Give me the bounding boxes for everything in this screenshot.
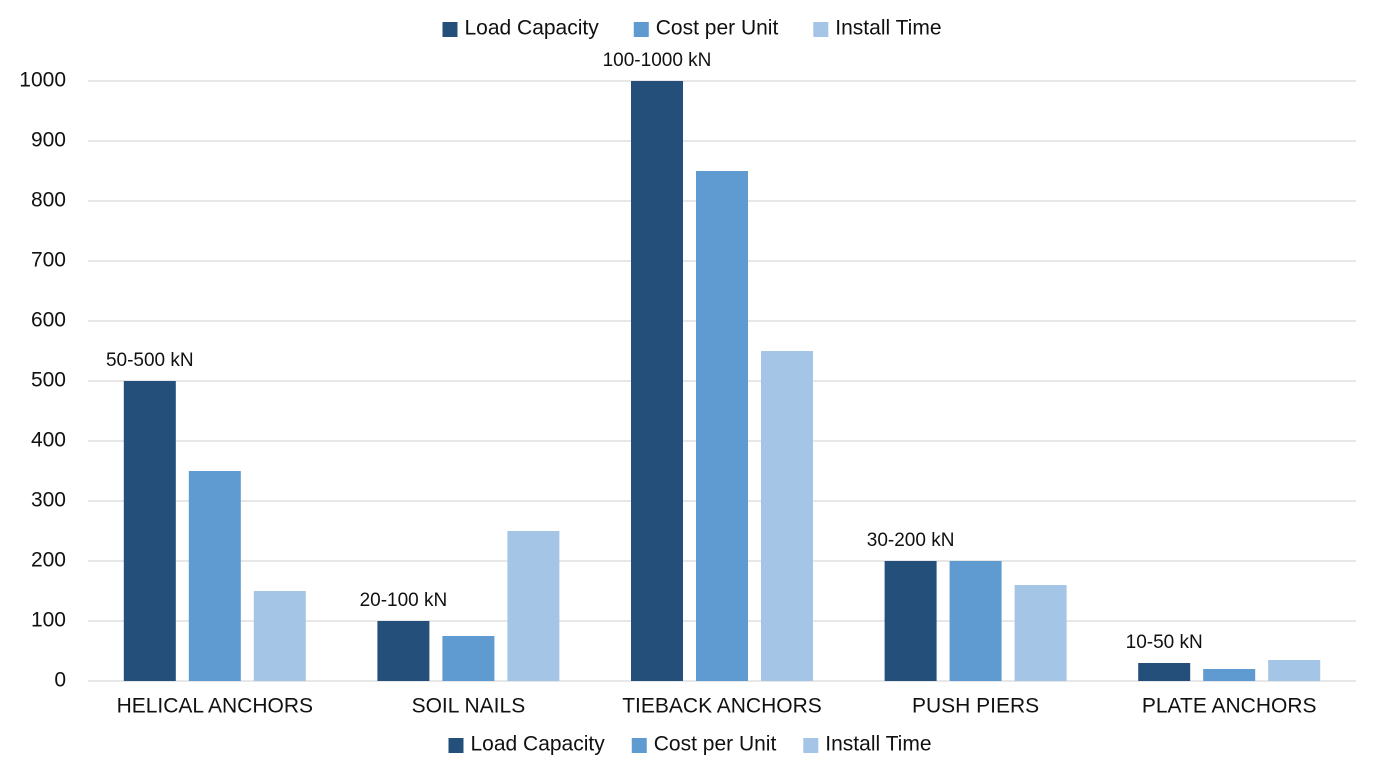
bar <box>884 561 937 681</box>
bar <box>442 636 495 681</box>
bar <box>696 171 748 681</box>
legend-label: Cost per Unit <box>656 17 779 40</box>
legend-swatch <box>633 22 649 37</box>
y-tick-label: 300 <box>31 489 66 512</box>
legend-item: Load Capacity <box>442 17 599 40</box>
bar <box>1138 663 1191 681</box>
legend-swatch <box>442 22 458 37</box>
legend-swatch <box>803 738 819 753</box>
bar <box>188 471 241 681</box>
data-label: 50-500 kN <box>106 350 194 371</box>
y-tick-label: 800 <box>31 189 66 212</box>
y-tick-label: 700 <box>31 249 66 272</box>
bar <box>1014 585 1067 681</box>
y-tick-label: 900 <box>31 129 66 152</box>
x-tick-label: PLATE ANCHORS <box>1142 695 1317 718</box>
x-tick-label: HELICAL ANCHORS <box>117 695 313 718</box>
y-tick-label: 0 <box>54 669 66 692</box>
bar <box>377 621 430 681</box>
y-tick-label: 500 <box>31 369 66 392</box>
legend-label: Cost per Unit <box>654 733 777 756</box>
legend-item: Load Capacity <box>448 733 605 756</box>
legend-label: Load Capacity <box>470 733 605 756</box>
legend-swatch <box>448 738 464 753</box>
legend-item: Install Time <box>813 17 942 40</box>
legend-label: Install Time <box>825 733 931 756</box>
y-tick-label: 100 <box>31 609 66 632</box>
legend-swatch <box>631 738 647 753</box>
y-tick-label: 200 <box>31 549 66 572</box>
legend-item: Cost per Unit <box>631 733 777 756</box>
y-tick-label: 1000 <box>19 69 66 92</box>
bar <box>507 531 560 681</box>
data-label: 10-50 kN <box>1126 632 1203 653</box>
y-tick-label: 600 <box>31 309 66 332</box>
data-label: 100-1000 kN <box>603 50 712 71</box>
x-tick-label: PUSH PIERS <box>912 695 1039 718</box>
legend-item: Install Time <box>803 733 932 756</box>
bar <box>761 351 813 681</box>
bar <box>949 561 1002 681</box>
bar <box>253 591 306 681</box>
bar <box>1203 669 1256 681</box>
bar <box>1268 660 1321 681</box>
legend-label: Install Time <box>835 17 941 40</box>
data-label: 20-100 kN <box>360 590 448 611</box>
bar <box>123 381 176 681</box>
data-label: 30-200 kN <box>867 530 955 551</box>
x-tick-label: TIEBACK ANCHORS <box>622 695 822 718</box>
legend-swatch <box>813 22 829 37</box>
x-tick-label: SOIL NAILS <box>412 695 526 718</box>
y-tick-label: 400 <box>31 429 66 452</box>
legend-label: Load Capacity <box>464 17 599 40</box>
legend-item: Cost per Unit <box>633 17 779 40</box>
bar <box>631 81 683 681</box>
